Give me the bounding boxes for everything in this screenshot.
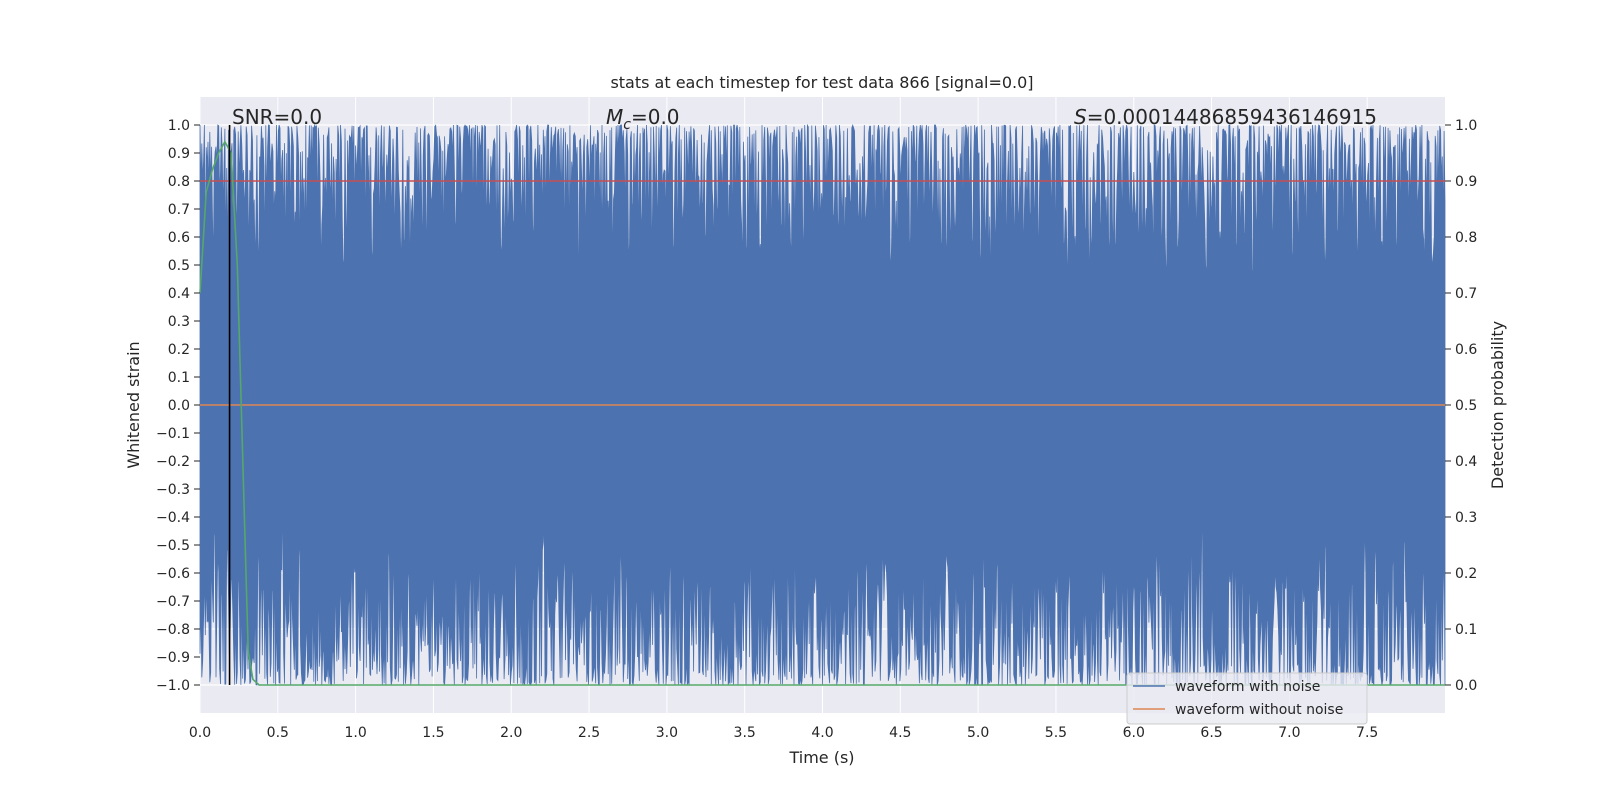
chart-title: stats at each timestep for test data 866…: [610, 73, 1033, 92]
y-tick-label-right: 0.8: [1455, 230, 1477, 246]
y-tick-label-left: −1.0: [156, 678, 190, 694]
x-tick-label: 6.5: [1200, 725, 1222, 741]
x-axis-label: Time (s): [788, 748, 854, 767]
y-tick-label-right: 0.7: [1455, 286, 1477, 302]
x-tick-label: 5.5: [1045, 725, 1067, 741]
x-tick-label: 4.0: [811, 725, 833, 741]
y-tick-label-left: 0.0: [168, 398, 190, 414]
snr-annotation: SNR=0.0: [232, 105, 322, 129]
x-tick-label: 7.0: [1278, 725, 1300, 741]
x-tick-label: 1.5: [422, 725, 444, 741]
x-tick-label: 5.0: [967, 725, 989, 741]
y-tick-label-left: 0.1: [168, 370, 190, 386]
y-tick-label-left: −0.5: [156, 538, 190, 554]
legend: waveform with noise waveform without noi…: [1126, 672, 1368, 725]
y-tick-label-left: 0.5: [168, 258, 190, 274]
chirp-mass-annotation: Mc=0.0: [606, 105, 680, 133]
s-annotation: S=0.00014486859436146915: [1074, 105, 1377, 129]
s-value: =0.00014486859436146915: [1087, 105, 1377, 129]
x-tick-label: 3.0: [656, 725, 678, 741]
x-tick-label: 2.0: [500, 725, 522, 741]
y-tick-label-left: −0.8: [156, 622, 190, 638]
y-tick-label-left: −0.7: [156, 594, 190, 610]
chirp-mass-symbol: M: [606, 105, 623, 129]
x-tick-label: 3.5: [734, 725, 756, 741]
x-tick-label: 6.0: [1123, 725, 1145, 741]
y-tick-label-left: 0.6: [168, 230, 190, 246]
y-tick-label-left: 0.9: [168, 146, 190, 162]
y-tick-label-right: 0.0: [1455, 678, 1477, 694]
y-tick-label-right: 0.6: [1455, 342, 1477, 358]
legend-box: [1126, 672, 1368, 725]
y-tick-label-left: −0.6: [156, 566, 190, 582]
detection-probability-line: [199, 140, 1445, 686]
y-tick-label-left: 1.0: [168, 118, 190, 134]
y-tick-label-left: 0.8: [168, 174, 190, 190]
chirp-mass-value: =0.0: [631, 105, 680, 129]
y-tick-label-right: 0.4: [1455, 454, 1477, 470]
x-tick-label: 7.5: [1356, 725, 1378, 741]
y-tick-label-left: 0.4: [168, 286, 190, 302]
y-tick-label-left: −0.2: [156, 454, 190, 470]
chirp-mass-subscript: c: [623, 117, 631, 133]
y-tick-label-left: −0.1: [156, 426, 190, 442]
legend-label-noise: waveform with noise: [1175, 679, 1320, 695]
y-tick-label-right: 0.2: [1455, 566, 1477, 582]
x-axis-ticks: 0.0 0.5 1.0 1.5 2.0 2.5 3.0 3.5 4.0 4.5 5.0 5.5 6.0 6…: [189, 725, 1378, 741]
y-tick-label-right: 0.5: [1455, 398, 1477, 414]
y-axis-right-ticks: 1.0 0.9 0.8 0.7 0.6 0.5 0.4 0.3 0.2 0.1 0.0: [1445, 118, 1477, 694]
y-axis-left-label: Whitened strain: [124, 341, 143, 468]
x-tick-label: 1.0: [344, 725, 366, 741]
x-tick-label: 2.5: [578, 725, 600, 741]
y-tick-label-right: 0.1: [1455, 622, 1477, 638]
y-tick-label-right: 1.0: [1455, 118, 1477, 134]
s-symbol: S: [1074, 105, 1087, 129]
x-tick-label: 0.0: [189, 725, 211, 741]
legend-label-clean: waveform without noise: [1175, 702, 1343, 718]
y-tick-label-left: −0.9: [156, 650, 190, 666]
x-tick-label: 4.5: [889, 725, 911, 741]
y-tick-label-right: 0.9: [1455, 174, 1477, 190]
y-tick-label-left: 0.3: [168, 314, 190, 330]
y-tick-label-left: 0.7: [168, 202, 190, 218]
x-tick-label: 0.5: [267, 725, 289, 741]
y-axis-right-label: Detection probability: [1488, 321, 1507, 489]
y-tick-label-right: 0.3: [1455, 510, 1477, 526]
y-tick-label-left: −0.3: [156, 482, 190, 498]
line-series: [199, 125, 1445, 686]
y-tick-label-left: 0.2: [168, 342, 190, 358]
y-axis-left-ticks: 1.0 0.9 0.8 0.7 0.6 0.5 0.4 0.3 0.2 0.1 0.0 −0.1 −0.…: [156, 118, 200, 694]
y-tick-label-left: −0.4: [156, 510, 190, 526]
